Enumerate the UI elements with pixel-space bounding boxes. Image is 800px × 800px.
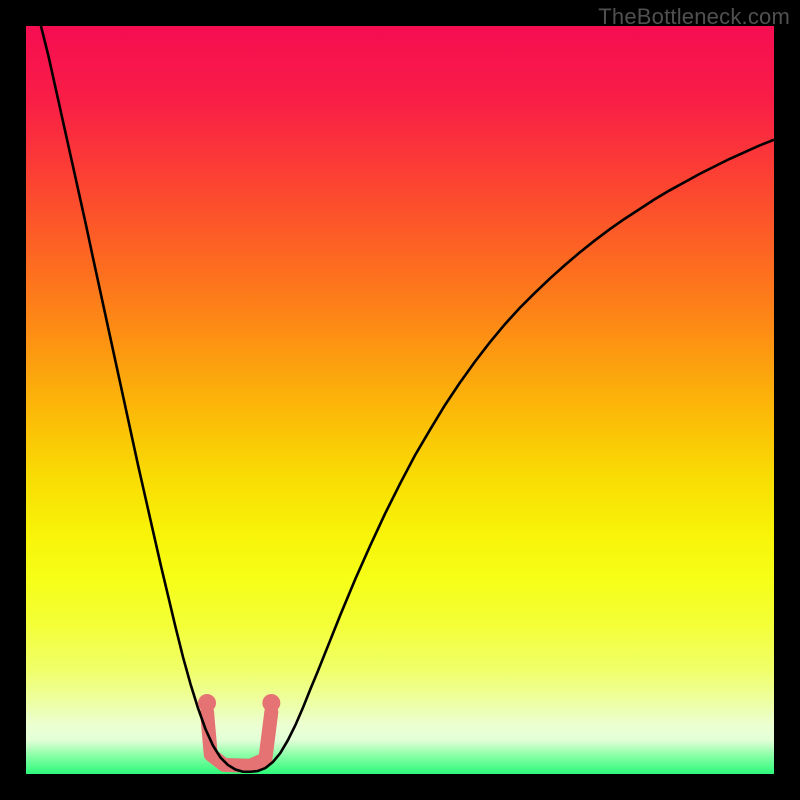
trough-marker-left [198,694,216,712]
trough-marker-right [262,694,280,712]
chart-background [26,26,774,774]
bottleneck-chart [26,26,774,774]
watermark: TheBottleneck.com [598,4,790,30]
chart-canvas [26,26,774,774]
